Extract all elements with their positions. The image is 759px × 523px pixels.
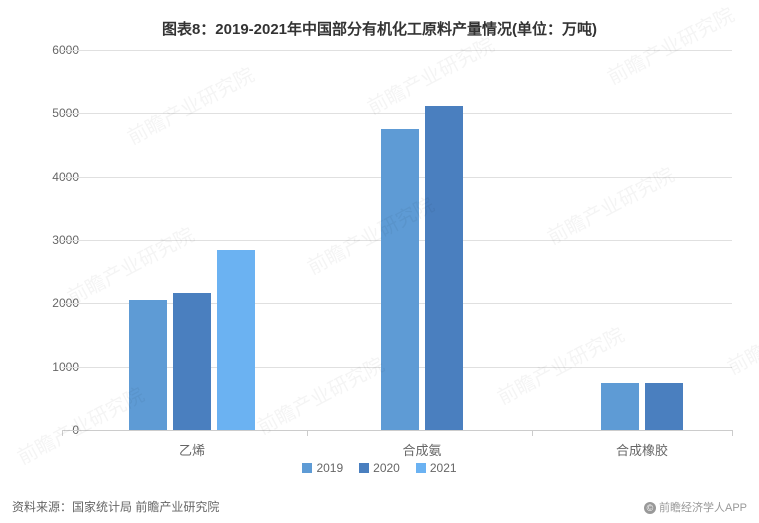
bar-2019-乙烯 (129, 300, 167, 430)
legend-item-2020: 2020 (359, 460, 400, 475)
x-tick-boundary (732, 430, 733, 436)
x-label-合成橡胶: 合成橡胶 (616, 440, 668, 459)
bar-2019-合成橡胶 (601, 383, 639, 430)
bar-2020-乙烯 (173, 293, 211, 430)
legend-label: 2020 (373, 461, 400, 475)
legend-item-2019: 2019 (302, 460, 343, 475)
chart-legend: 2019 2020 2021 (0, 460, 759, 475)
legend-label: 2021 (430, 461, 457, 475)
legend-swatch (416, 463, 426, 473)
attribution-label: 前瞻经济学人APP (659, 502, 747, 514)
x-axis-line (62, 430, 732, 431)
attribution-icon: © (644, 502, 656, 514)
x-tick-divider (307, 430, 308, 436)
legend-label: 2019 (316, 461, 343, 475)
bar-2021-乙烯 (217, 250, 255, 431)
source-text: 资料来源：国家统计局 前瞻产业研究院 (12, 498, 219, 515)
chart-plot-area (62, 50, 732, 430)
bar-2019-合成氨 (381, 129, 419, 430)
bar-2020-合成橡胶 (645, 383, 683, 430)
legend-item-2021: 2021 (416, 460, 457, 475)
x-label-乙烯: 乙烯 (179, 440, 205, 459)
chart-title: 图表8：2019-2021年中国部分有机化工原料产量情况(单位：万吨) (0, 0, 759, 39)
attribution-text: ©前瞻经济学人APP (644, 499, 747, 515)
legend-swatch (302, 463, 312, 473)
bar-2020-合成氨 (425, 106, 463, 430)
x-label-合成氨: 合成氨 (402, 440, 441, 459)
legend-swatch (359, 463, 369, 473)
x-tick-divider (532, 430, 533, 436)
x-tick-boundary (62, 430, 63, 436)
